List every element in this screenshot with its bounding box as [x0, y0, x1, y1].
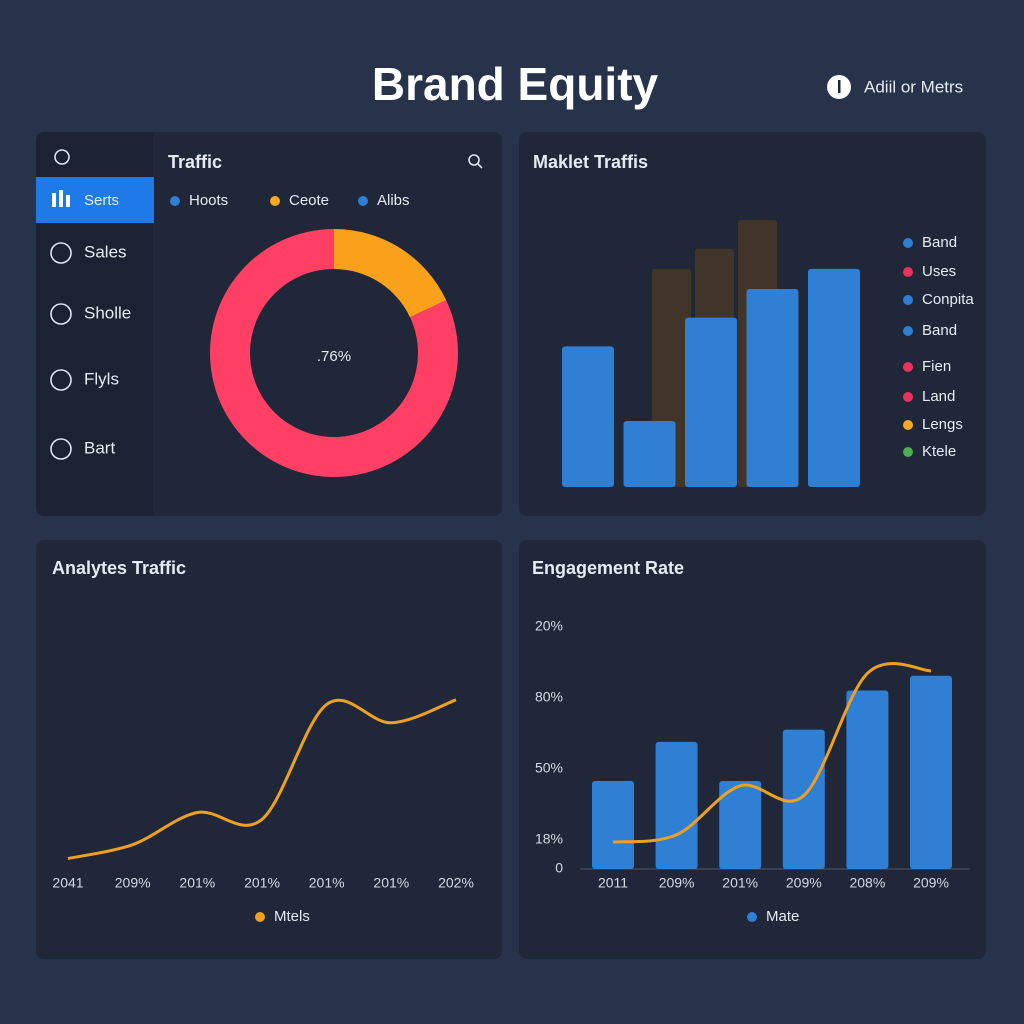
bar [808, 268, 860, 487]
legend-label: Conpita [922, 291, 974, 308]
header-action[interactable]: Adiil or Metrs [864, 77, 963, 96]
legend-swatch [903, 295, 913, 305]
x-tick-label: 2041 [52, 875, 83, 891]
search-icon[interactable] [468, 154, 480, 166]
icon [50, 242, 72, 264]
sidebar-item[interactable]: Serts [84, 192, 119, 209]
panel-title: Traffic [168, 152, 222, 172]
bar [655, 741, 698, 869]
icon [52, 193, 56, 207]
bar [782, 729, 825, 869]
legend-swatch [358, 196, 368, 206]
bar [846, 690, 889, 869]
y-tick-label: 80% [535, 689, 563, 705]
bar [746, 288, 799, 487]
legend-swatch [903, 447, 913, 457]
legend-label: Ceote [289, 192, 329, 209]
legend-label: Land [922, 388, 955, 405]
x-tick-label: 2011 [598, 875, 628, 891]
panel [36, 540, 502, 959]
sidebar-item[interactable]: Sholle [84, 303, 131, 322]
icon [59, 190, 63, 207]
legend-swatch [903, 238, 913, 248]
settings-icon[interactable] [54, 149, 70, 165]
y-tick-label: 20% [535, 618, 563, 634]
legend-swatch [903, 362, 913, 372]
legend-swatch [903, 267, 913, 277]
legend-label: Ktele [922, 443, 956, 460]
x-tick-label: 209% [913, 875, 949, 891]
y-tick-label: 18% [535, 830, 563, 846]
legend-swatch [903, 420, 913, 430]
icon [50, 369, 72, 391]
x-tick-label: 201% [244, 875, 280, 891]
legend-label: Mate [766, 908, 799, 925]
legend-label: Lengs [922, 416, 963, 433]
bar [685, 317, 737, 487]
x-tick-label: 201% [309, 875, 345, 891]
legend-swatch [903, 326, 913, 336]
y-tick-label: 50% [535, 759, 563, 775]
bar [910, 675, 952, 869]
icon [50, 303, 72, 325]
sidebar [36, 132, 153, 516]
page-title: Brand Equity [372, 58, 659, 110]
x-tick-label: 209% [786, 875, 822, 891]
sidebar-item[interactable]: Flyls [84, 369, 119, 388]
donut-center-label: .76% [317, 348, 351, 365]
legend-swatch [747, 912, 757, 922]
x-tick-label: 208% [849, 875, 885, 891]
icon [50, 438, 72, 460]
search-icon [477, 163, 483, 169]
x-tick-label: 209% [115, 875, 151, 891]
legend-swatch [270, 196, 280, 206]
icon [66, 195, 70, 207]
sidebar-item[interactable]: Bart [84, 438, 115, 457]
x-tick-label: 201% [373, 875, 409, 891]
legend-swatch [255, 912, 265, 922]
info-icon-bar [838, 80, 841, 93]
x-tick-label: 202% [438, 875, 474, 891]
donut-segment [209, 229, 458, 477]
legend-label: Alibs [377, 192, 410, 209]
x-tick-label: 209% [659, 875, 695, 891]
legend-label: Hoots [189, 192, 228, 209]
legend-label: Mtels [274, 908, 310, 925]
bar [592, 780, 634, 869]
legend-label: Band [922, 234, 957, 251]
y-tick-label: 0 [555, 860, 563, 876]
legend-label: Fien [922, 358, 951, 375]
bar [719, 780, 762, 869]
legend-label: Band [922, 322, 957, 339]
legend-swatch [170, 196, 180, 206]
line [612, 662, 932, 844]
line [67, 698, 457, 860]
x-tick-label: 201% [722, 875, 758, 891]
panel-title: Analytes Traffic [52, 558, 186, 578]
x-tick-label: 201% [179, 875, 215, 891]
bar [623, 420, 676, 487]
panel-title: Engagement Rate [532, 558, 684, 578]
legend-swatch [903, 392, 913, 402]
legend-label: Uses [922, 263, 956, 280]
panel-title: Maklet Traffis [533, 152, 648, 172]
sidebar-item[interactable]: Sales [84, 242, 127, 261]
bar [562, 346, 614, 487]
donut-segment [334, 229, 447, 318]
